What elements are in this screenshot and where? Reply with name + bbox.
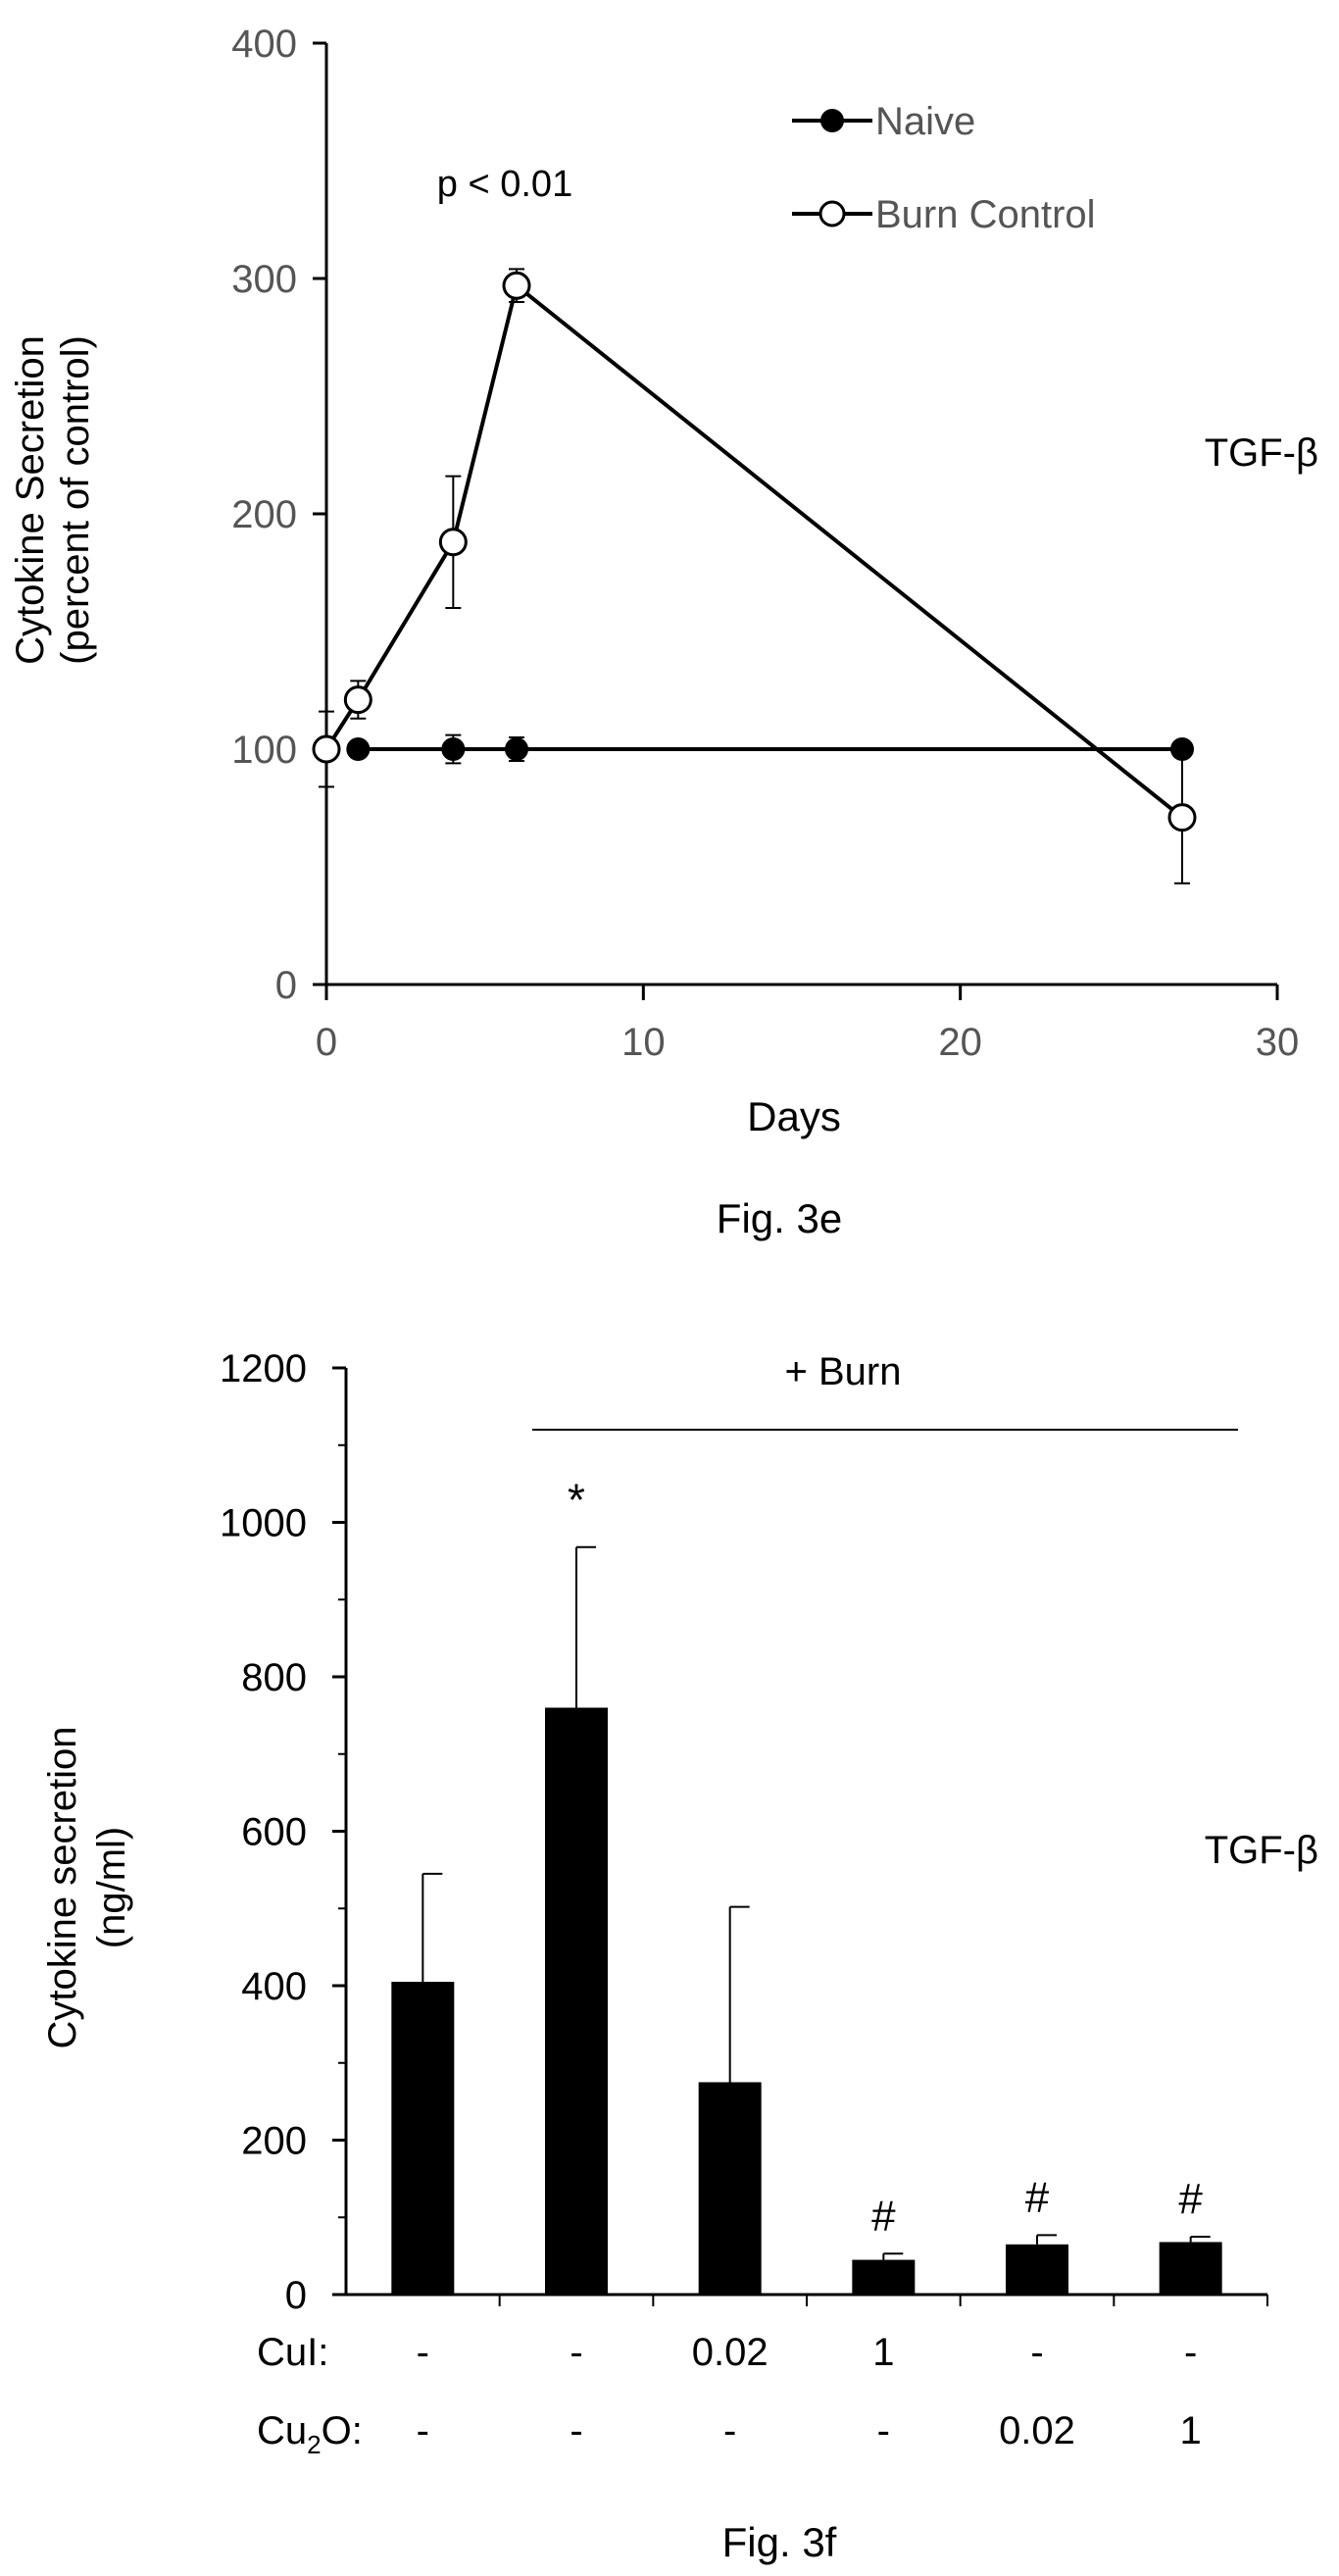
data-point-burn-control xyxy=(1167,803,1197,833)
bar-chart-fig-3f: 0 200 400 600 800 1000 1200 * # # # - - - - 0.02 - 1 - - 0… xyxy=(41,1347,1318,2565)
y-tick-label: 100 xyxy=(231,729,297,772)
legend-label-naive: Naive xyxy=(875,100,975,143)
x-tick-label: 0 xyxy=(316,1021,337,1064)
line-chart-series xyxy=(312,268,1197,884)
bar-chart-ylabel-line1: Cytokine secretion xyxy=(41,1726,84,2048)
data-point-naive xyxy=(441,737,466,761)
bar-4 xyxy=(852,2259,916,2295)
y-tick-label: 0 xyxy=(285,2274,307,2317)
cul-value: 1 xyxy=(872,2331,894,2374)
data-point-burn-control xyxy=(343,685,372,715)
line-chart-legend: Naive Burn Control xyxy=(792,100,1096,236)
cul-value: - xyxy=(570,2331,582,2374)
bar-3 xyxy=(698,2082,762,2295)
bar-chart-ticks: 0 200 400 600 800 1000 1200 xyxy=(220,1347,1268,2317)
cu2o-value: 0.02 xyxy=(999,2409,1075,2452)
y-tick-label: 300 xyxy=(231,258,297,301)
bar-6 xyxy=(1159,2242,1222,2295)
legend-marker-burn-control xyxy=(818,200,846,227)
bar-1 xyxy=(391,1982,455,2295)
cu2o-value: - xyxy=(417,2409,429,2452)
data-point-burn-control xyxy=(312,734,341,764)
significance-mark: * xyxy=(568,1475,585,1526)
x-tick-label: 30 xyxy=(1256,1021,1300,1064)
cu2o-value: - xyxy=(877,2409,890,2452)
significance-mark: # xyxy=(871,2192,896,2240)
legend-marker-naive xyxy=(820,109,844,132)
bar-2 xyxy=(545,1707,608,2295)
burn-group-label: + Burn xyxy=(785,1350,902,1393)
line-chart-ylabel-line2: (percent of control) xyxy=(54,335,97,665)
data-point-burn-control xyxy=(502,271,531,300)
bar-chart-bars: * # # # xyxy=(391,1475,1222,2295)
bar-chart-side-label: TGF-β xyxy=(1205,1829,1318,1872)
x-tick-label: 20 xyxy=(938,1021,982,1064)
cu2o-value: - xyxy=(570,2409,582,2452)
bar-chart-caption: Fig. 3f xyxy=(722,2519,837,2565)
line-chart-caption: Fig. 3e xyxy=(717,1195,842,1241)
row-label-cul: CuI: xyxy=(257,2331,328,2374)
y-tick-label: 200 xyxy=(241,2120,307,2163)
line-chart-xlabel: Days xyxy=(747,1093,841,1139)
x-tick-label: 10 xyxy=(621,1021,666,1064)
y-tick-label: 200 xyxy=(231,493,297,536)
row-label-cu2o: Cu2O: xyxy=(257,2409,363,2459)
data-point-naive xyxy=(505,737,528,761)
cu2o-value: 1 xyxy=(1180,2409,1202,2452)
line-chart-ticks: 0 100 200 300 400 0 10 20 30 xyxy=(231,23,1299,1064)
data-point-naive xyxy=(1170,737,1194,761)
bar-chart-axes xyxy=(344,1368,1267,2297)
significance-mark: # xyxy=(1025,2173,1050,2221)
data-point-burn-control xyxy=(438,528,468,557)
bar-chart-ylabel-line2: (ng/ml) xyxy=(90,1827,133,1948)
cul-value: 0.02 xyxy=(692,2331,769,2374)
bar-chart-condition-rows: - - - - 0.02 - 1 - - 0.02 - 1 xyxy=(417,2331,1202,2452)
line-chart-side-label: TGF-β xyxy=(1205,431,1318,475)
cul-value: - xyxy=(1184,2331,1197,2374)
y-tick-label: 400 xyxy=(231,23,297,66)
line-chart-annotation: p < 0.01 xyxy=(437,164,572,205)
legend-label-burn-control: Burn Control xyxy=(875,193,1096,236)
bar-5 xyxy=(1006,2244,1068,2295)
cu2o-value: - xyxy=(723,2409,736,2452)
y-tick-label: 600 xyxy=(241,1811,307,1854)
y-tick-label: 1200 xyxy=(220,1347,307,1390)
significance-mark: # xyxy=(1178,2175,1203,2223)
line-chart-ylabel-line1: Cytokine Secretion xyxy=(9,335,52,665)
y-tick-label: 400 xyxy=(241,1965,307,2008)
y-tick-label: 0 xyxy=(275,964,297,1007)
cul-value: - xyxy=(417,2331,429,2374)
y-tick-label: 800 xyxy=(241,1656,307,1699)
y-tick-label: 1000 xyxy=(220,1502,307,1545)
data-point-naive xyxy=(346,737,371,761)
cul-value: - xyxy=(1030,2331,1043,2374)
